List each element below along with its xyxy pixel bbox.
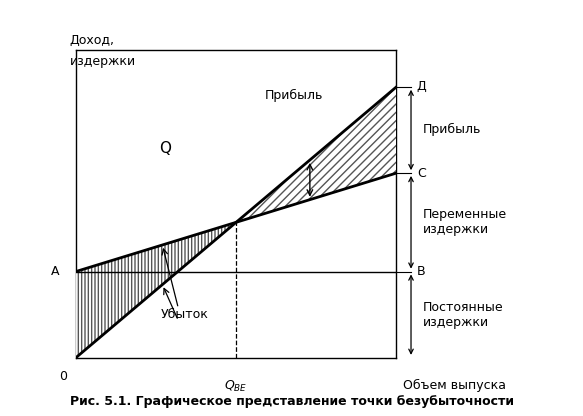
Text: $Q_{BE}$: $Q_{BE}$ (224, 379, 248, 394)
Text: 0: 0 (59, 370, 67, 383)
Text: Прибыль: Прибыль (265, 89, 323, 102)
Text: B: B (417, 265, 426, 278)
Text: A: A (51, 265, 60, 278)
Text: издержки: издержки (69, 55, 135, 68)
Text: C: C (417, 166, 426, 180)
Text: Рис. 5.1. Графическое представление точки безубыточности: Рис. 5.1. Графическое представление точк… (69, 395, 514, 408)
Text: Q: Q (160, 141, 171, 156)
Text: Объем выпуска: Объем выпуска (403, 379, 506, 392)
Text: Убыток: Убыток (161, 308, 209, 321)
Text: Прибыль: Прибыль (423, 124, 481, 136)
Text: Переменные
издержки: Переменные издержки (423, 208, 507, 236)
Text: Постоянные
издержки: Постоянные издержки (423, 301, 503, 329)
Text: Д: Д (417, 80, 427, 93)
Text: Доход,: Доход, (69, 34, 114, 47)
